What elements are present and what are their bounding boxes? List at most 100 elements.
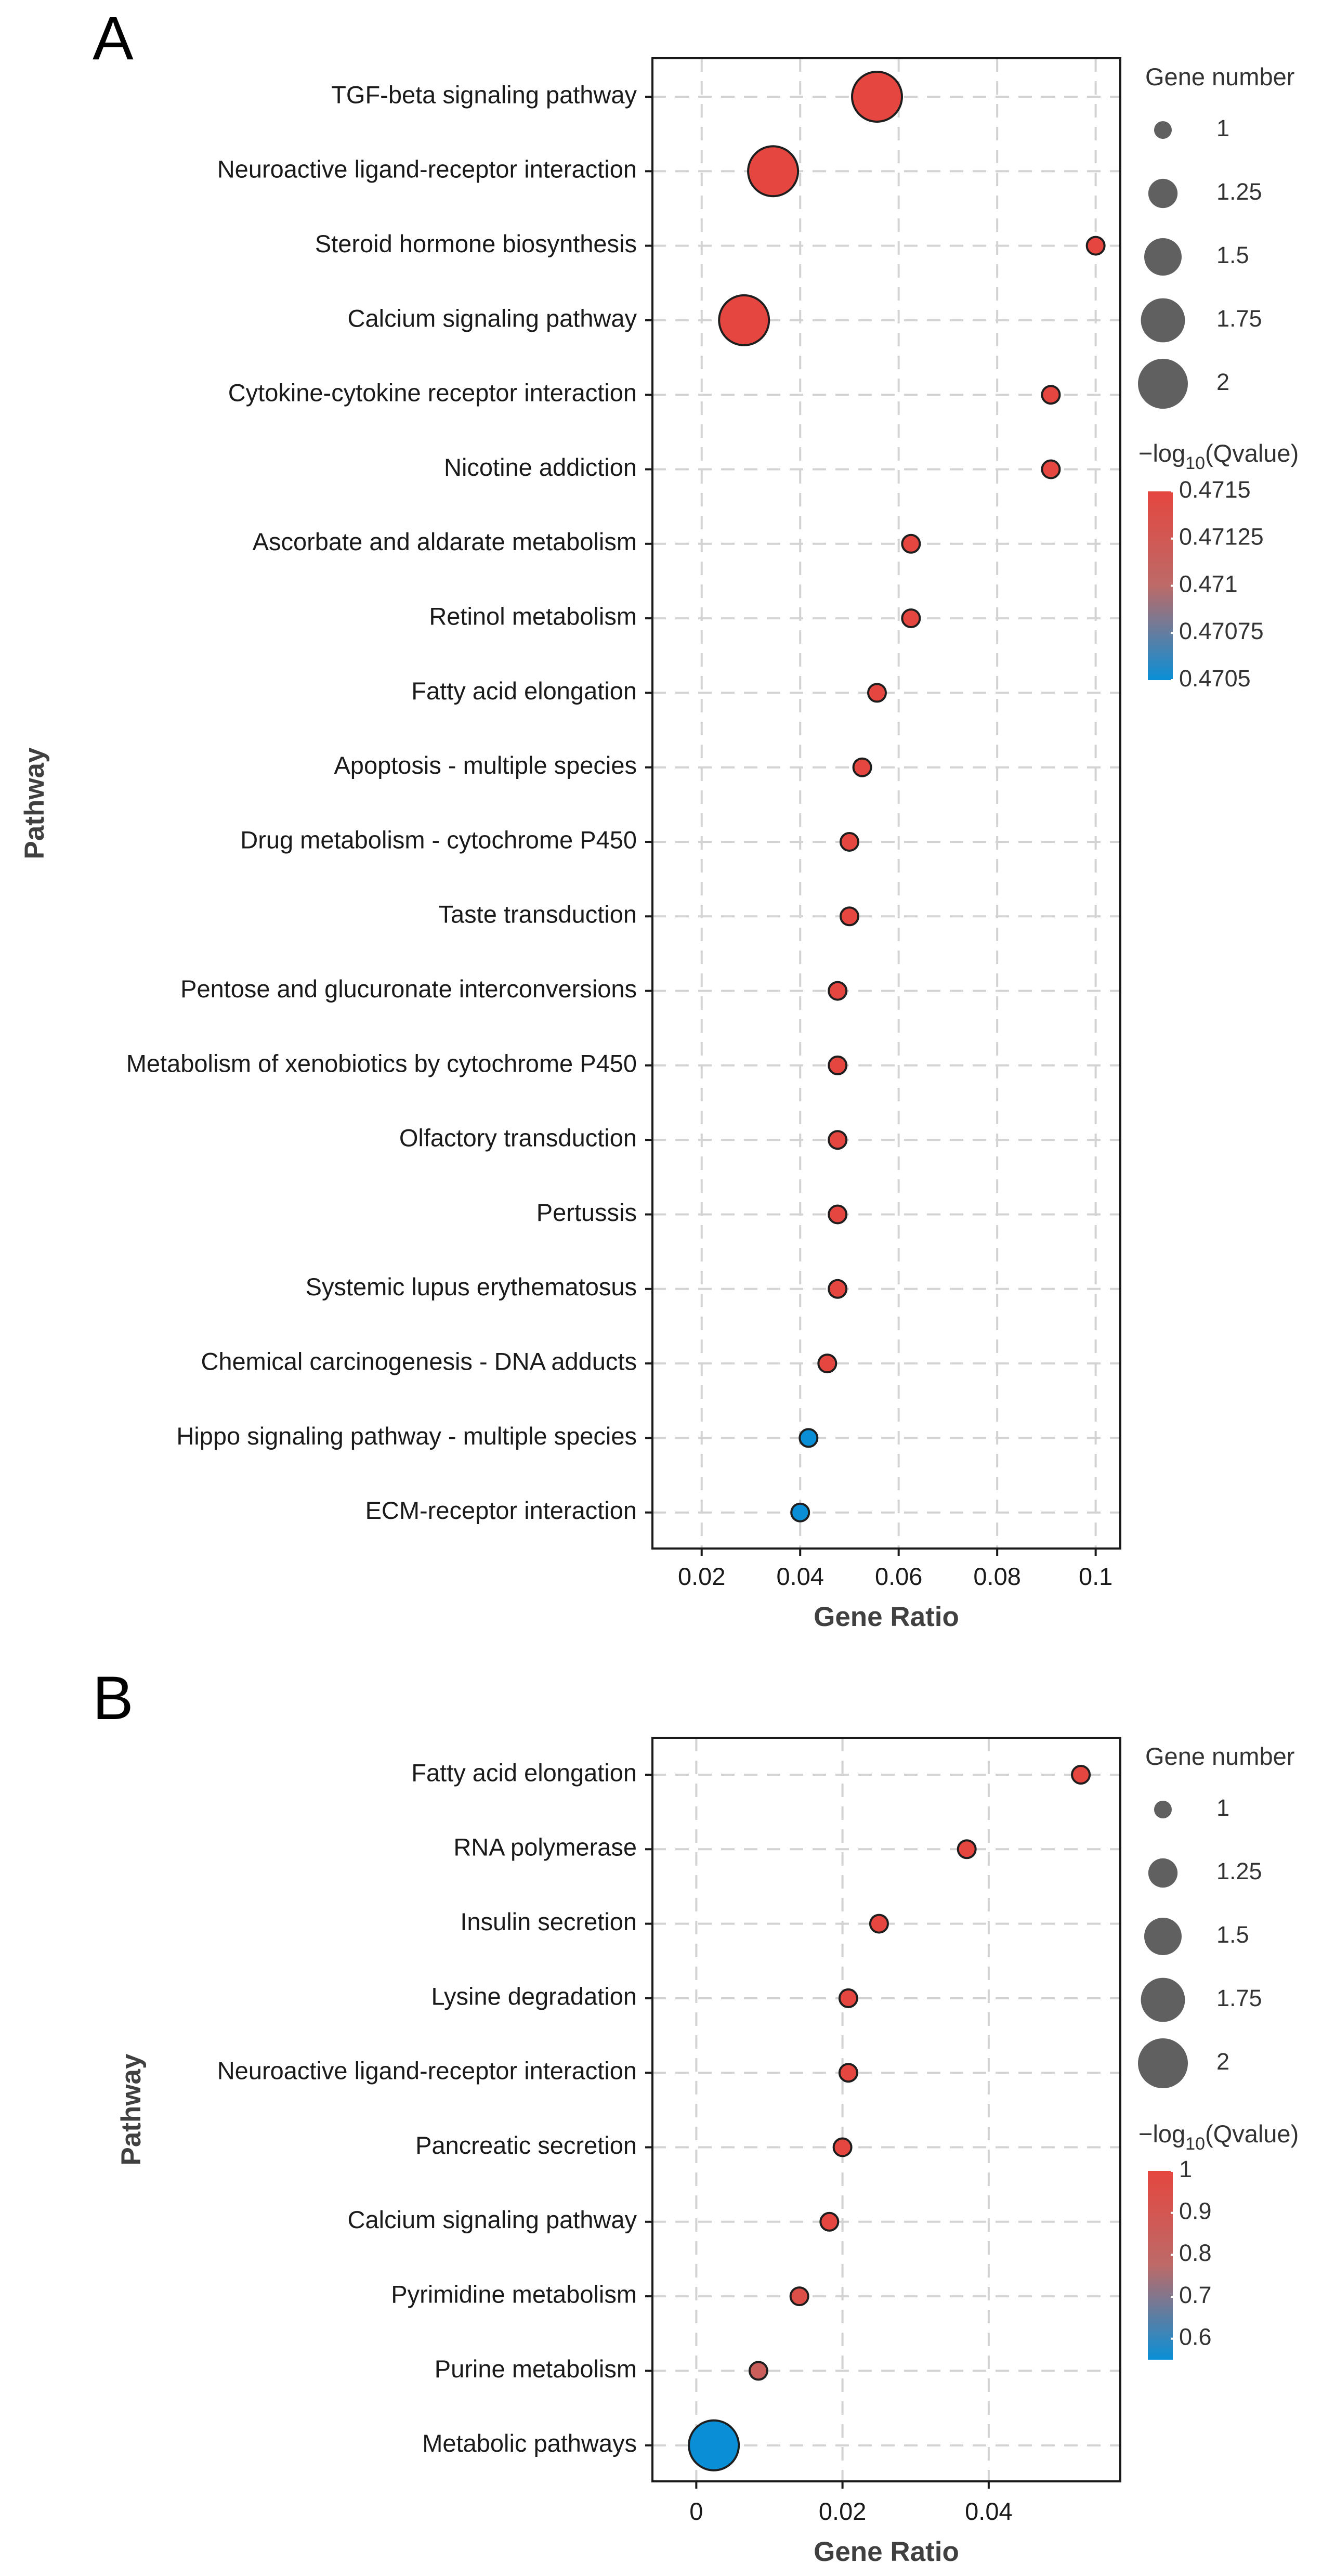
data-point	[1041, 459, 1061, 479]
panel-a: A TGF-beta signaling pathway Neuroactive …	[19, 4, 1299, 1632]
x-tick-label: 0	[689, 2497, 703, 2525]
size-legend-label: 1.5	[1216, 242, 1249, 268]
pathway-label: RNA polymerase	[453, 1833, 637, 1861]
panel-a-points	[718, 71, 1106, 1523]
panel-a-label: A	[93, 4, 134, 73]
panel-b-gridlines	[652, 1738, 1120, 2481]
x-tick-label: 0.1	[1079, 1563, 1112, 1590]
panel-a-x-axis: 0.02 0.04 0.06 0.08 0.1	[678, 1549, 1112, 1590]
data-point	[869, 1914, 889, 1934]
panel-a-color-legend: −log10(Qvalue) 0.4715 0.47125 0.471 0.47075…	[1138, 439, 1299, 692]
pathway-label: Retinol metabolism	[429, 603, 637, 630]
pathway-label: Drug metabolism - cytochrome P450	[240, 826, 637, 853]
pathway-label: Nicotine addiction	[444, 453, 637, 481]
size-legend-label: 2	[1216, 2048, 1229, 2075]
data-point	[901, 608, 921, 629]
panel-a-gridlines	[652, 58, 1120, 1549]
panel-a-colorbar	[1148, 491, 1173, 680]
pathway-label: Insulin secretion	[460, 1908, 637, 1935]
data-point	[828, 1130, 848, 1150]
data-point	[747, 145, 800, 198]
data-point	[789, 2286, 809, 2307]
pathway-label: Pancreatic secretion	[415, 2131, 637, 2159]
colorbar-label: 0.8	[1179, 2240, 1212, 2266]
size-legend-dot	[1141, 298, 1185, 343]
pathway-label: Chemical carcinogenesis - DNA adducts	[201, 1348, 637, 1375]
panel-b-x-axis: 0 0.02 0.04	[689, 2481, 1013, 2525]
pathway-label: Olfactory transduction	[399, 1124, 637, 1152]
pathway-label: Fatty acid elongation	[411, 677, 637, 705]
x-tick-label: 0.02	[819, 2497, 866, 2525]
panel-a-x-axis-title: Gene Ratio	[814, 1602, 959, 1632]
pathway-label: Pertussis	[536, 1199, 637, 1226]
data-point	[838, 1988, 858, 2008]
pathway-label: ECM-receptor interaction	[365, 1497, 637, 1524]
data-point	[799, 1428, 819, 1448]
size-legend-dot	[1144, 1917, 1182, 1956]
panel-b-plot-frame	[651, 1737, 1121, 2482]
panel-b-y-axis-title: Pathway	[116, 2053, 147, 2166]
panel-b-size-legend: Gene number 1 1.25 1.5 1.75 2	[1138, 1742, 1294, 2088]
data-point	[828, 981, 848, 1001]
data-point	[867, 683, 887, 703]
pathway-label: Hippo signaling pathway - multiple speci…	[176, 1422, 637, 1450]
colorbar-label: 0.6	[1179, 2324, 1212, 2350]
panel-b-colorbar	[1148, 2171, 1173, 2360]
data-point	[819, 2211, 840, 2232]
data-point	[838, 2063, 858, 2083]
panel-a-size-legend: Gene number 1 1.25 1.5 1.75 2	[1138, 63, 1294, 409]
data-point	[828, 1055, 848, 1075]
panel-b-label: B	[93, 1664, 134, 1733]
x-tick-label: 0.04	[776, 1563, 823, 1590]
size-legend-dot	[1148, 178, 1178, 209]
pathway-label: Pentose and glucuronate interconversions	[180, 975, 637, 1003]
data-point	[1041, 385, 1061, 405]
data-point	[832, 2137, 853, 2157]
x-tick-label: 0.02	[678, 1563, 725, 1590]
pathway-label: Neuroactive ligand-receptor interaction	[217, 155, 637, 183]
panel-a-y-axis: TGF-beta signaling pathway Neuroactive li…	[126, 81, 652, 1524]
colorbar-label: 1	[1179, 2156, 1192, 2182]
panel-a-plot-frame	[651, 57, 1121, 1550]
size-legend-dot	[1141, 1977, 1185, 2022]
size-legend-label: 1.75	[1216, 1985, 1262, 2011]
size-legend-dot	[1154, 121, 1172, 139]
pathway-label: Cytokine-cytokine receptor interaction	[228, 379, 637, 407]
pathway-label: Apoptosis - multiple species	[334, 751, 637, 779]
pathway-label: Calcium signaling pathway	[348, 304, 637, 332]
data-point	[748, 2361, 768, 2381]
size-legend-label: 1.75	[1216, 305, 1262, 332]
pathway-label: Ascorbate and aldarate metabolism	[253, 528, 637, 555]
size-legend-label: 1.5	[1216, 1921, 1249, 1948]
size-legend-label: 1.25	[1216, 1858, 1262, 1884]
data-point	[851, 71, 903, 123]
data-point	[1085, 236, 1106, 256]
colorbar-label: 0.47075	[1179, 618, 1264, 644]
pathway-label: Systemic lupus erythematosus	[306, 1273, 637, 1300]
size-legend-dot	[1138, 2038, 1188, 2088]
pathway-label: Pyrimidine metabolism	[391, 2281, 637, 2308]
pathway-label: Fatty acid elongation	[411, 1759, 637, 1786]
x-tick-label: 0.06	[875, 1563, 922, 1590]
panel-a-color-legend-title: −log10(Qvalue)	[1138, 439, 1299, 473]
pathway-label: Neuroactive ligand-receptor interaction	[217, 2057, 637, 2085]
size-legend-dot	[1148, 1858, 1178, 1888]
colorbar-label: 0.9	[1179, 2198, 1212, 2224]
data-point	[828, 1279, 848, 1299]
size-legend-label: 2	[1216, 369, 1229, 395]
data-point	[688, 2419, 740, 2471]
panel-b-y-axis: Fatty acid elongation RNA polymerase Insul…	[217, 1759, 652, 2457]
data-point	[957, 1839, 977, 1859]
panel-b-color-legend-title: −log10(Qvalue)	[1138, 2120, 1299, 2154]
pathway-label: Steroid hormone biosynthesis	[315, 230, 637, 257]
pathway-label: Metabolism of xenobiotics by cytochrome …	[126, 1049, 637, 1077]
data-point	[790, 1502, 810, 1523]
size-legend-dot	[1138, 359, 1188, 409]
panel-a-size-legend-title: Gene number	[1145, 63, 1294, 90]
pathway-label: Calcium signaling pathway	[348, 2206, 637, 2233]
x-tick-label: 0.04	[965, 2497, 1012, 2525]
size-legend-dot	[1154, 1801, 1172, 1818]
panel-b-x-axis-title: Gene Ratio	[814, 2536, 959, 2567]
data-point	[839, 832, 859, 852]
data-point	[901, 534, 921, 554]
